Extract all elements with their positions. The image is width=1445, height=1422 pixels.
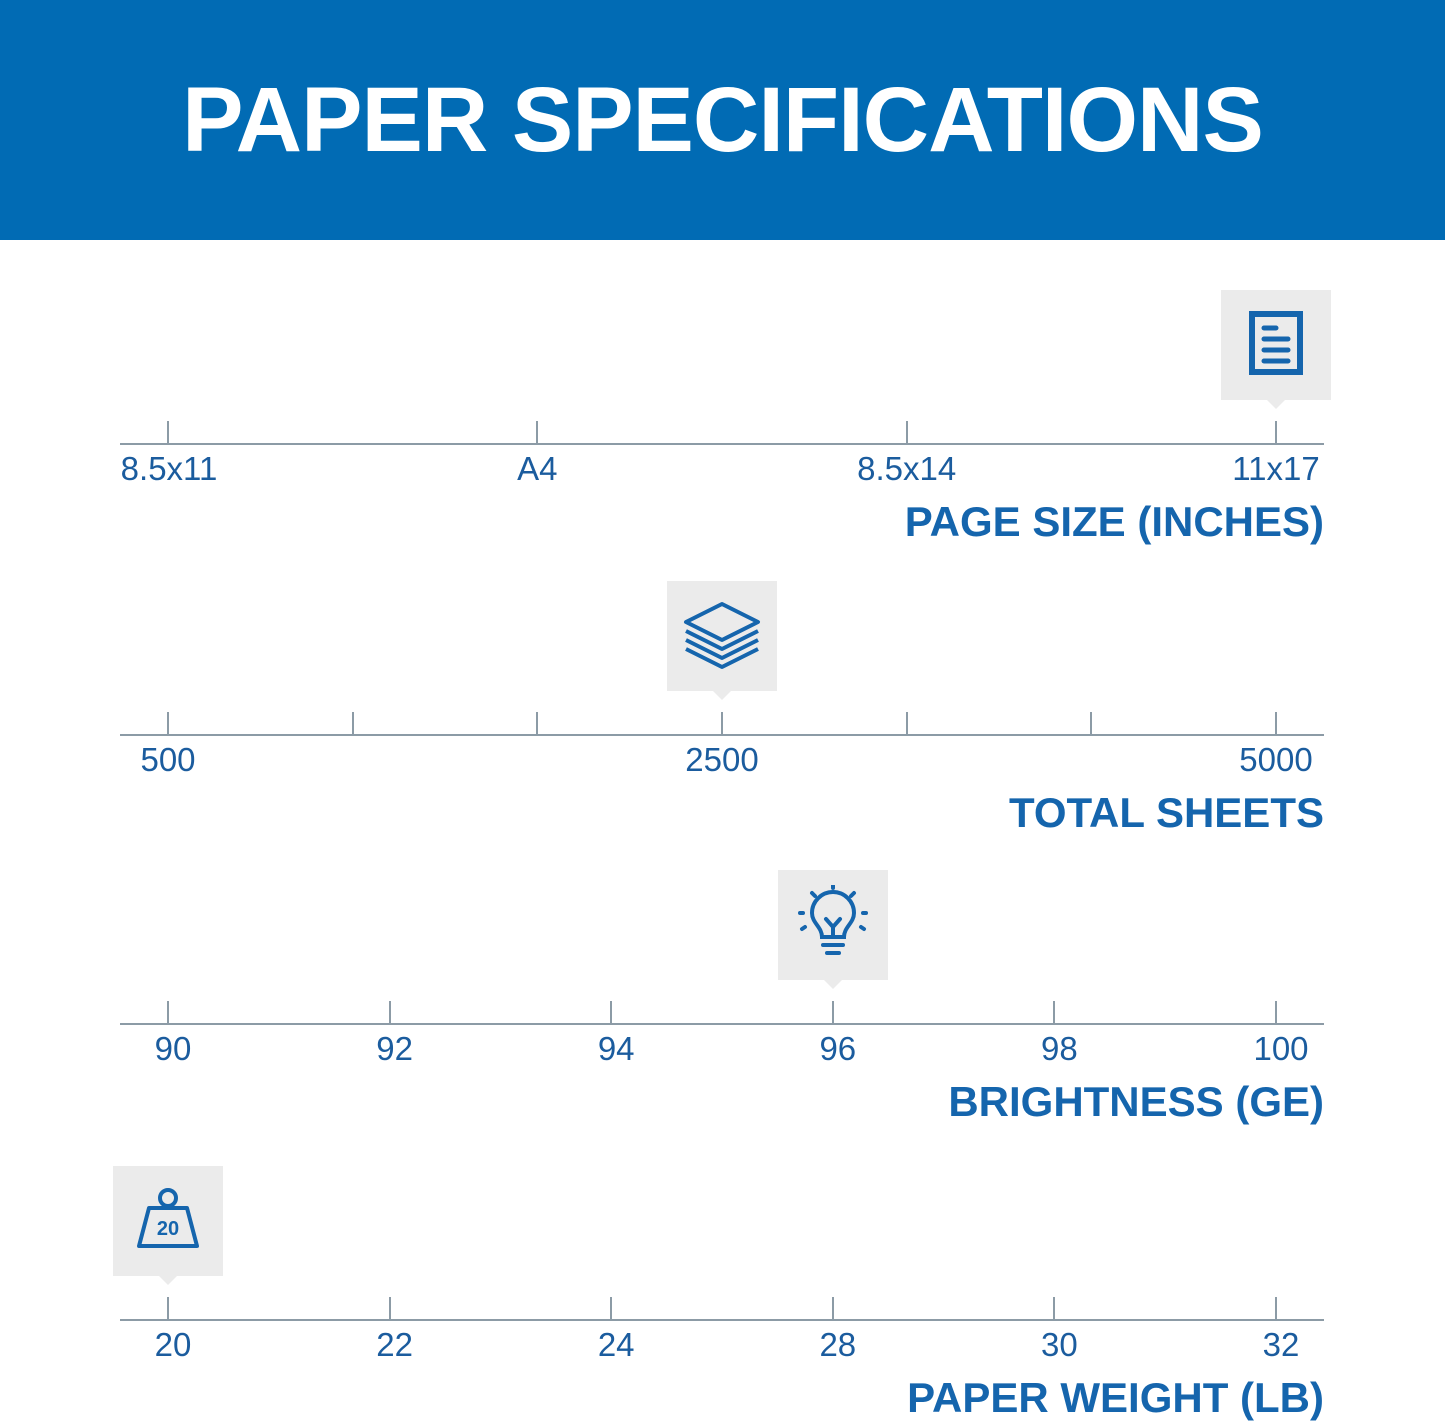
header-banner: PAPER SPECIFICATIONS: [0, 0, 1445, 240]
scale-axis: [120, 1319, 1324, 1321]
scale-label: 8.5x14: [857, 450, 957, 487]
scale-tick: [1275, 1297, 1277, 1320]
scale-axis: [120, 734, 1324, 736]
scale-label: 11x17: [1232, 450, 1320, 487]
scale-tick: [1053, 1001, 1056, 1024]
scale-label: 96: [819, 1030, 857, 1067]
scale-tick: [831, 1001, 834, 1024]
scale-tick: [831, 1297, 834, 1320]
scale-label: 94: [597, 1030, 635, 1067]
scale-label: 92: [376, 1030, 413, 1067]
scale-label: 22: [376, 1326, 413, 1363]
scale-tick: [1275, 421, 1277, 444]
scale-tick: [1275, 712, 1277, 735]
scale-tick: [167, 712, 169, 735]
scale-tick: [351, 712, 354, 735]
scale-label: 30: [1041, 1326, 1078, 1363]
scale-tick: [721, 712, 723, 735]
scale-label: 5000: [1239, 741, 1313, 778]
lightbulb-icon-marker: [777, 870, 888, 989]
spec-title: PAPER WEIGHT (LB): [907, 1374, 1324, 1421]
scale-label: 8.5x11: [120, 450, 218, 487]
scale-tick: [167, 1297, 169, 1320]
page-title: PAPER SPECIFICATIONS: [182, 68, 1264, 171]
scale-axis: [120, 1023, 1324, 1025]
weight-icon: 20: [135, 1187, 201, 1255]
scale-tick: [1090, 712, 1093, 735]
paper-stack-icon: [682, 598, 762, 675]
weight-icon-marker: 20: [113, 1166, 223, 1285]
scale-tick: [905, 712, 908, 735]
scale-tick: [905, 421, 908, 444]
scale-axis: [120, 443, 1324, 445]
scale-tick: [167, 421, 169, 444]
scale-label: 100: [1253, 1030, 1309, 1067]
scale-label: 24: [597, 1326, 635, 1363]
spec-title: TOTAL SHEETS: [1008, 789, 1324, 836]
lightbulb-icon: [797, 882, 868, 966]
scale-tick: [610, 1297, 613, 1320]
scale-label: 32: [1262, 1326, 1300, 1363]
spec-title: PAGE SIZE (INCHES): [904, 498, 1324, 545]
scale-tick: [388, 1001, 391, 1024]
document-icon-marker: [1221, 290, 1331, 409]
scale-tick: [536, 421, 539, 444]
scale-tick: [1053, 1297, 1056, 1320]
scale-label: A4: [517, 450, 558, 487]
scale-label: 500: [140, 741, 196, 778]
scale-label: 20: [154, 1326, 192, 1363]
spec-title: BRIGHTNESS (GE): [948, 1078, 1324, 1125]
scale-label: 28: [819, 1326, 857, 1363]
document-icon: [1248, 310, 1304, 381]
scale-label: 2500: [685, 741, 759, 778]
scale-tick: [167, 1001, 169, 1024]
scale-tick: [1275, 1001, 1277, 1024]
scale-tick: [610, 1001, 613, 1024]
weight-icon-label: 20: [157, 1218, 179, 1240]
scale-tick: [388, 1297, 391, 1320]
scale-label: 98: [1041, 1030, 1078, 1067]
paper-stack-icon-marker: [667, 581, 777, 700]
scale-tick: [536, 712, 539, 735]
scale-label: 90: [154, 1030, 192, 1067]
